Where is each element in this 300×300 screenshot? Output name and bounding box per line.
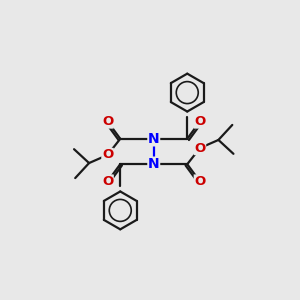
Text: O: O bbox=[102, 175, 113, 188]
Text: N: N bbox=[148, 157, 160, 171]
Text: O: O bbox=[194, 115, 206, 128]
Text: O: O bbox=[102, 148, 113, 161]
Text: N: N bbox=[148, 132, 160, 146]
Text: O: O bbox=[194, 175, 206, 188]
Text: O: O bbox=[102, 115, 113, 128]
Text: O: O bbox=[194, 142, 206, 154]
